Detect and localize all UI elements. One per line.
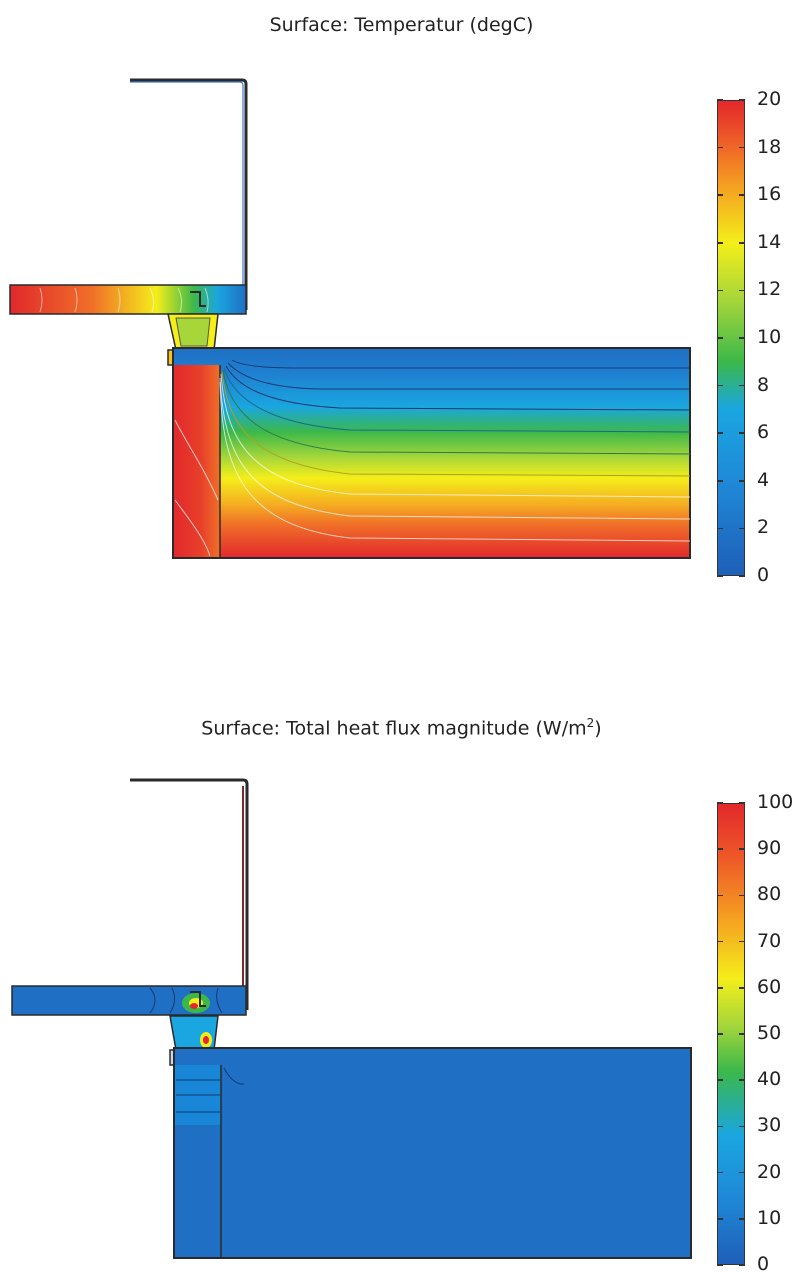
temperature-plot-title: Surface: Temperatur (degC): [269, 14, 534, 36]
colorbar-tick-mark: [717, 575, 723, 577]
colorbar-tick-label: 80: [757, 883, 782, 906]
colorbar-tick-mark: [739, 802, 745, 804]
colorbar-tick-mark: [717, 384, 723, 387]
heat-flux-plot: Surface: Total heat flux magnitude (W/m2…: [0, 700, 803, 1278]
colorbar-tick-mark: [717, 940, 723, 943]
colorbar-tick-label: 16: [757, 183, 782, 206]
colorbar-tick-label: 4: [757, 468, 770, 491]
colorbar-tick-mark: [717, 146, 723, 149]
colorbar-tick-label: 10: [757, 1206, 782, 1229]
colorbar-tick-mark: [739, 194, 745, 196]
colorbar-tick-label: 2: [757, 516, 770, 539]
colorbar-tick-label: 90: [757, 837, 782, 860]
left-slab: [10, 285, 246, 314]
colorbar-tick-mark: [717, 802, 723, 804]
colorbar-tick-label: 0: [757, 1253, 770, 1275]
colorbar-tick-mark: [717, 99, 723, 101]
colorbar-tick-label: 100: [757, 791, 794, 813]
colorbar-tick-label: 10: [757, 326, 782, 348]
colorbar-tick-mark: [739, 337, 745, 339]
colorbar-tick-mark: [739, 289, 745, 292]
colorbar-tick-label: 14: [757, 230, 782, 253]
colorbar-tick-label: 60: [757, 975, 782, 998]
colorbar-tick-mark: [717, 1033, 723, 1035]
colorbar-tick-mark: [739, 384, 745, 387]
colorbar-tick-mark: [717, 527, 723, 530]
colorbar-tick-mark: [739, 987, 745, 989]
colorbar-tick-mark: [717, 194, 723, 196]
colorbar-tick-mark: [717, 242, 723, 244]
colorbar-tick-mark: [739, 146, 745, 149]
colorbar-tick-mark: [739, 1264, 745, 1266]
temperature-surface: [9, 78, 691, 559]
isotherms: [174, 359, 691, 557]
colorbar-tick-mark: [717, 987, 723, 989]
colorbar-tick-label: 18: [757, 135, 782, 158]
heat-flux-surface: [11, 778, 692, 1259]
colorbar-tick-mark: [739, 432, 745, 434]
colorbar-tick-mark: [739, 1079, 745, 1081]
colorbar-tick-mark: [739, 1171, 745, 1174]
colorbar-tick-mark: [739, 1125, 745, 1128]
colorbar-tick-mark: [717, 1079, 723, 1081]
colorbar-tick-mark: [739, 99, 745, 101]
colorbar-tick-mark: [717, 432, 723, 434]
colorbar-tick-label: 30: [757, 1114, 782, 1137]
colorbar-tick-mark: [739, 848, 745, 850]
colorbar-tick-mark: [717, 1171, 723, 1174]
colorbar-tick-mark: [717, 1218, 723, 1220]
colorbar-tick-mark: [717, 480, 723, 482]
colorbar-tick-mark: [739, 940, 745, 943]
colorbar-tick-label: 8: [757, 373, 770, 396]
colorbar-tick-label: 20: [757, 1160, 782, 1183]
colorbar-tick-mark: [717, 289, 723, 292]
colorbar-tick-mark: [739, 575, 745, 577]
colorbar-tick-label: 20: [757, 88, 782, 110]
colorbar-tick-mark: [739, 480, 745, 482]
colorbar-tick-label: 0: [757, 564, 770, 586]
colorbar-tick-mark: [717, 1125, 723, 1128]
colorbar-tick-mark: [717, 894, 723, 897]
colorbar-tick-mark: [739, 242, 745, 244]
colorbar-tick-mark: [739, 1218, 745, 1220]
colorbar-tick-label: 12: [757, 278, 782, 301]
temperature-plot: Surface: Temperatur (degC): [0, 0, 803, 620]
colorbar-tick-mark: [717, 848, 723, 850]
colorbar-tick-mark: [717, 337, 723, 339]
colorbar-tick-mark: [717, 1264, 723, 1266]
colorbar-tick-mark: [739, 527, 745, 530]
colorbar-tick-label: 6: [757, 421, 770, 444]
colorbar-tick-mark: [739, 894, 745, 897]
colorbar-tick-label: 40: [757, 1068, 782, 1091]
colorbar-tick-mark: [739, 1033, 745, 1035]
colorbar-tick-label: 50: [757, 1022, 782, 1044]
upper-wall-outline: [130, 78, 248, 310]
heat-flux-plot-title: Surface: Total heat flux magnitude (W/m2…: [201, 716, 602, 740]
colorbar-tick-label: 70: [757, 929, 782, 952]
